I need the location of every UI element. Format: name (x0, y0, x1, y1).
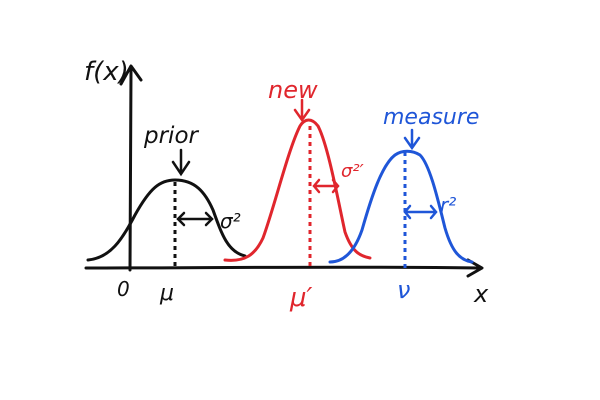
measure-curve-group: measure ν r² (328, 105, 479, 304)
measure-mean-label: ν (397, 276, 410, 304)
new-label: new (268, 76, 318, 104)
x-axis-label: x (473, 280, 489, 308)
prior-mean-label: μ (159, 281, 174, 306)
prior-label: prior (143, 123, 200, 149)
new-mean-label: μ′ (289, 283, 313, 313)
x-axis-line (84, 265, 482, 270)
y-axis-arrowhead (119, 64, 143, 86)
prior-pointer-arrow (171, 148, 191, 177)
prior-variance-label: σ² (220, 209, 241, 233)
new-curve (223, 118, 372, 262)
new-variance-arrow (312, 178, 340, 194)
prior-curve-group: prior μ σ² (86, 123, 247, 306)
new-variance-label: σ²′ (341, 161, 364, 182)
origin-label: 0 (117, 277, 130, 301)
y-axis-line (128, 68, 133, 272)
measure-pointer-arrow (403, 128, 421, 151)
measure-curve (328, 149, 474, 264)
new-pointer-arrow (293, 98, 311, 123)
measure-variance-label: r² (440, 193, 456, 217)
prior-curve (86, 178, 247, 262)
measure-variance-arrow (403, 204, 438, 220)
measure-label: measure (383, 105, 479, 130)
prior-variance-arrow (176, 211, 214, 227)
y-axis-label: f(x) (84, 57, 129, 87)
new-curve-group: new μ′ σ²′ (223, 76, 372, 313)
